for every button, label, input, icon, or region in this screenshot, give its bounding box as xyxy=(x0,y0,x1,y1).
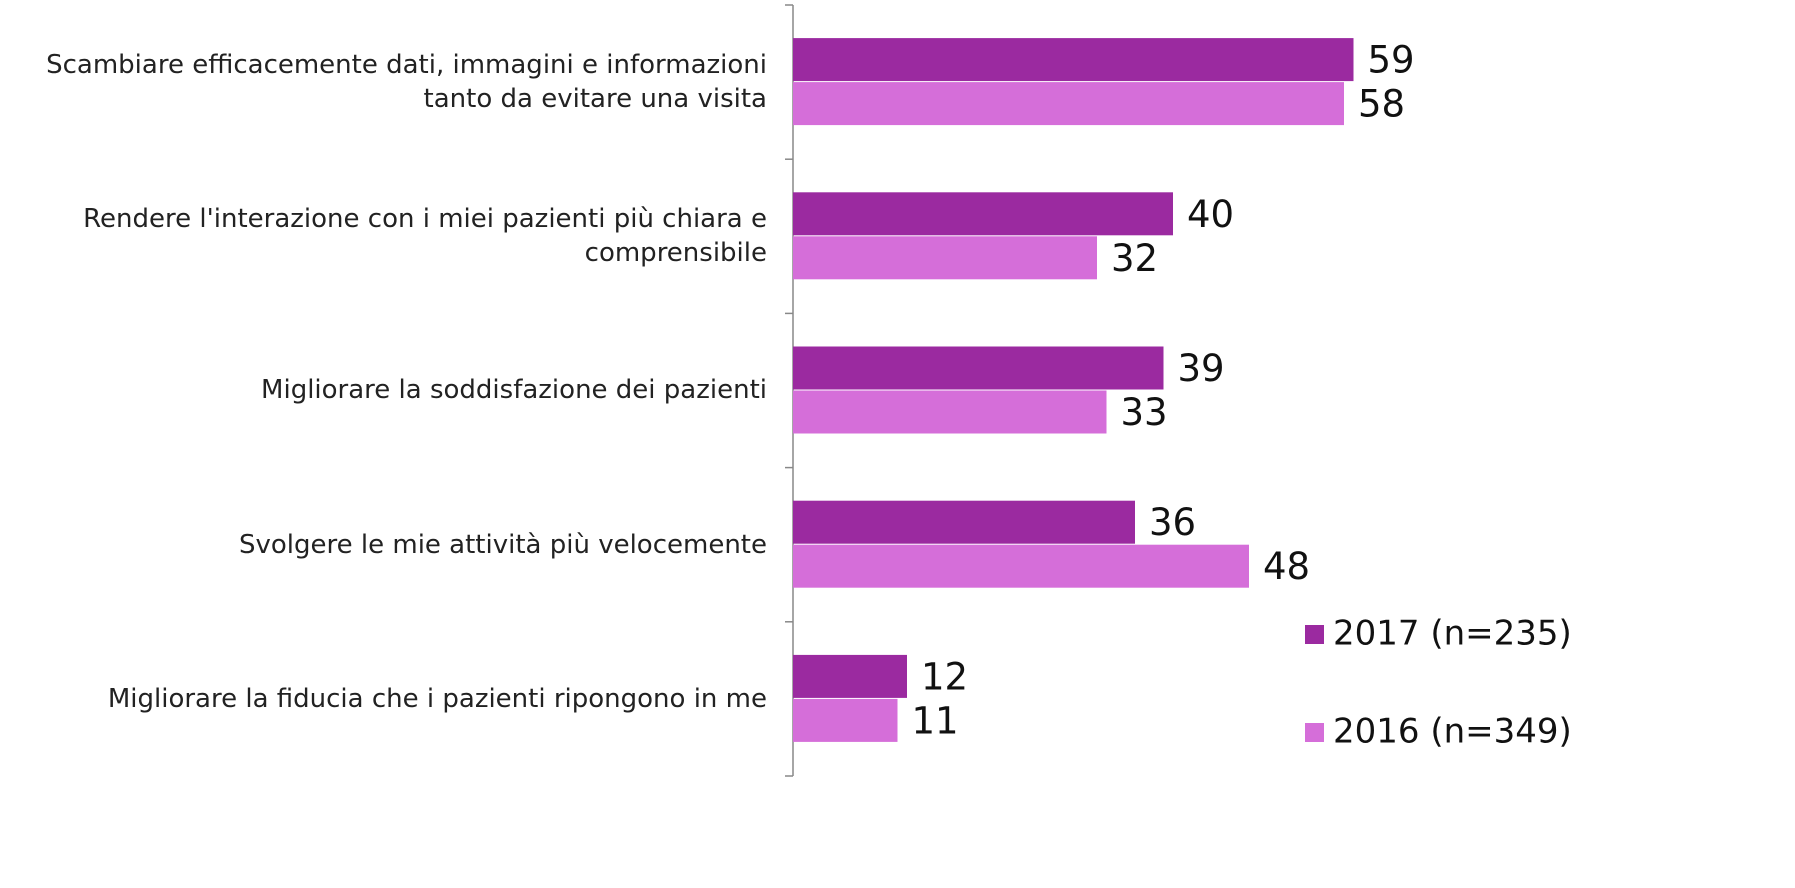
category-label: Rendere l'interazione con i miei pazient… xyxy=(83,204,767,269)
value-label: 59 xyxy=(1368,39,1415,82)
legend-label: 2017 (n=235) xyxy=(1333,614,1572,654)
category-label: Svolgere le mie attività più velocemente xyxy=(238,529,767,560)
bar xyxy=(793,346,1164,390)
category-label: Scambiare efficacemente dati, immagini e… xyxy=(46,50,767,115)
value-label: 11 xyxy=(912,699,959,742)
value-label: 39 xyxy=(1178,347,1225,390)
legend-swatch xyxy=(1305,723,1324,742)
bar xyxy=(793,698,898,742)
value-label: 32 xyxy=(1111,237,1158,280)
category-label: Migliorare la soddisfazione dei pazienti xyxy=(261,375,767,406)
value-label: 36 xyxy=(1149,501,1196,544)
bar xyxy=(793,390,1107,434)
value-label: 12 xyxy=(921,655,968,698)
bar xyxy=(793,38,1354,82)
bar xyxy=(793,192,1173,236)
bar xyxy=(793,654,907,698)
value-label: 58 xyxy=(1358,83,1405,126)
legend-label: 2016 (n=349) xyxy=(1333,712,1572,752)
bar xyxy=(793,236,1097,280)
bar xyxy=(793,500,1135,544)
value-label: 48 xyxy=(1263,545,1310,588)
bar xyxy=(793,544,1249,588)
value-label: 33 xyxy=(1121,391,1168,434)
legend-swatch xyxy=(1305,625,1324,644)
bar xyxy=(793,82,1344,126)
value-label: 40 xyxy=(1187,193,1234,236)
category-label: Migliorare la fiducia che i pazienti rip… xyxy=(107,683,767,714)
